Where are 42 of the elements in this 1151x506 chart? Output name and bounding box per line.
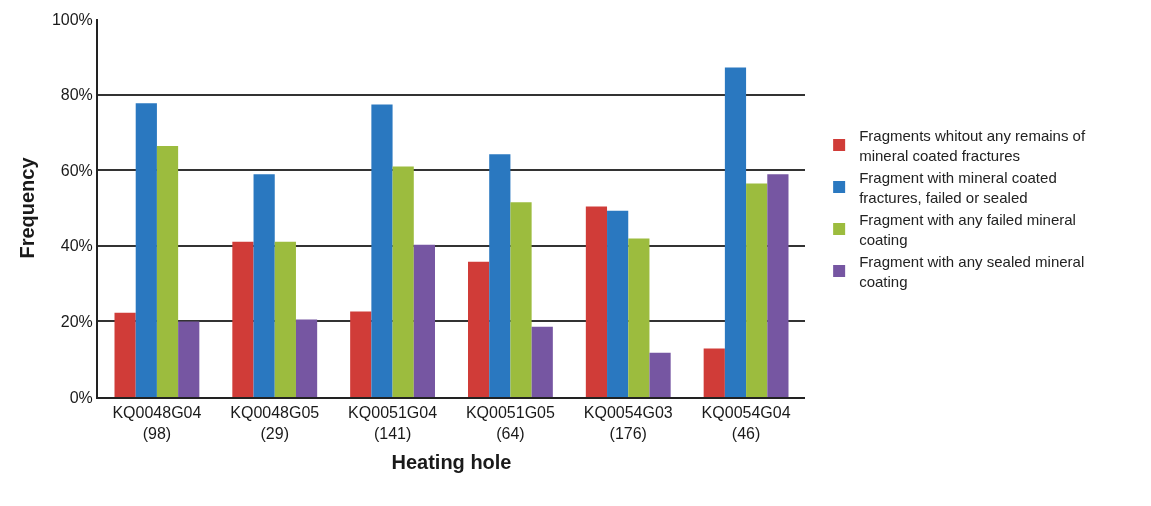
legend-label: Fragment with any failed mineral coating	[859, 211, 1076, 248]
x-tick-label: KQ0054G04 (46)	[701, 404, 791, 442]
x-tick-label: KQ0048G04 (98)	[112, 404, 202, 442]
y-tick-label: 0%	[69, 388, 93, 406]
bar	[350, 311, 372, 397]
bar	[156, 146, 179, 397]
bar	[114, 312, 136, 397]
bar	[489, 154, 511, 397]
y-axis-title: Frequency	[15, 156, 38, 259]
bar	[510, 202, 532, 397]
bar	[371, 104, 393, 397]
x-tick-label: KQ0051G05 (64)	[465, 404, 555, 442]
bar	[413, 244, 435, 397]
x-tick-label: KQ0048G05 (29)	[230, 404, 320, 442]
x-tick-label: KQ0051G04 (141)	[348, 404, 438, 442]
y-tick-label: 60%	[60, 161, 93, 179]
legend-label: Fragment with mineral coated fractures, failed or sealed	[859, 169, 1057, 206]
bar	[295, 319, 318, 397]
y-tick-label: 40%	[60, 237, 93, 255]
y-tick-label: 100%	[51, 10, 93, 28]
y-tick-label: 20%	[60, 313, 93, 330]
bar	[628, 238, 650, 397]
bar	[703, 348, 725, 397]
bar	[274, 241, 296, 397]
x-axis-title: Heating hole	[391, 451, 512, 473]
legend-label: Fragments whitout any remains of mineral coated fractures	[859, 127, 1086, 164]
bar	[392, 166, 414, 397]
legend-label: Fragment with any sealed mineral coating	[859, 253, 1085, 290]
bar	[531, 326, 553, 397]
x-tick-label: KQ0054G03 (176)	[583, 404, 673, 442]
bar	[468, 261, 490, 397]
bar	[649, 352, 671, 397]
bar	[724, 67, 747, 397]
bar	[767, 174, 789, 397]
bar	[178, 321, 200, 397]
bar	[232, 241, 254, 397]
bar	[746, 183, 768, 397]
bar	[253, 174, 275, 397]
bar	[135, 103, 157, 397]
bar	[585, 206, 608, 397]
y-tick-label: 80%	[60, 86, 93, 104]
bar	[607, 210, 629, 397]
